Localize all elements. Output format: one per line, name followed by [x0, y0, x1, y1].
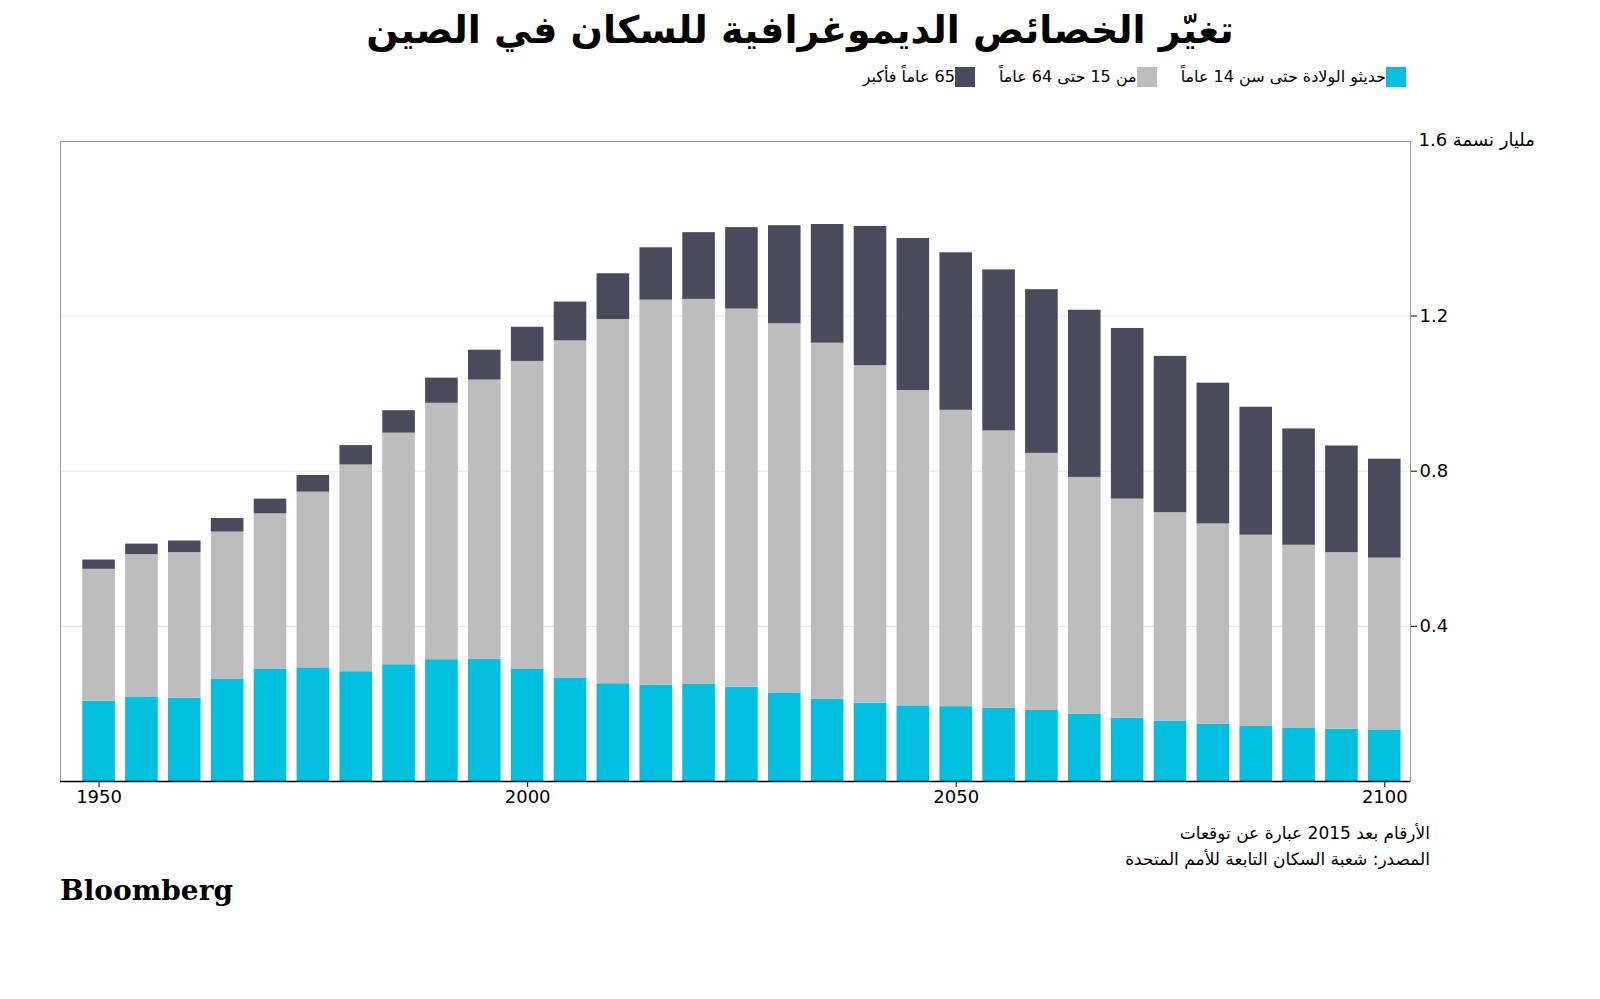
- html-text:من 15 حتى 64 عاماً: من 15 حتى 64 عاماً: [998, 67, 1137, 86]
- svg-text:2000: 2000: [505, 786, 551, 807]
- html-text:حديثو الولادة حتى سن 14 عاماً: حديثو الولادة حتى سن 14 عاماً: [1180, 67, 1386, 86]
- svg-text:1.2: 1.2: [1420, 305, 1449, 326]
- html-text:تغيّر الخصائص الديموغرافية للس: تغيّر الخصائص الديموغرافية للسكان في الص…: [366, 8, 1234, 52]
- html-text:المصدر: شعبة السكان التابعة لل: المصدر: شعبة السكان التابعة للأمم المتحد…: [1125, 848, 1430, 869]
- html-text:65 عاماً فأكبر: 65 عاماً فأكبر: [862, 67, 955, 86]
- svg-text:0.4: 0.4: [1420, 615, 1449, 636]
- html-text:الأرقام بعد 2015 عبارة عن توقع: الأرقام بعد 2015 عبارة عن توقعات: [1179, 823, 1430, 843]
- svg-text:0.8: 0.8: [1420, 460, 1449, 481]
- html-text:Bloomberg: Bloomberg: [60, 874, 233, 907]
- svg-text:2100: 2100: [1362, 786, 1408, 807]
- svg-text:1950: 1950: [76, 786, 122, 807]
- svg-text:1.6 مليار نسمة: 1.6 مليار نسمة: [1419, 129, 1535, 150]
- svg-text:2050: 2050: [933, 786, 979, 807]
